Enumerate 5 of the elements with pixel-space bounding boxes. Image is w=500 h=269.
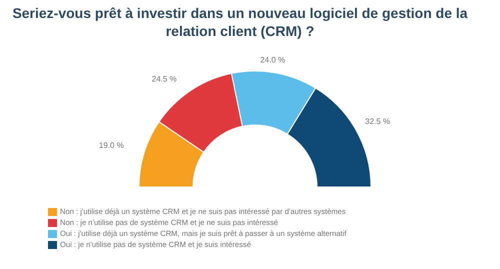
data-label: 24.5 % — [152, 74, 177, 84]
data-label: 24.0 % — [260, 55, 286, 64]
chart-title: Seriez-vous prêt à investir dans un nouveau logiciel de gestion de la relation client (CRM) ? — [11, 4, 469, 40]
data-label: 32.5 % — [365, 116, 390, 126]
data-label: 19.0 % — [98, 141, 124, 150]
